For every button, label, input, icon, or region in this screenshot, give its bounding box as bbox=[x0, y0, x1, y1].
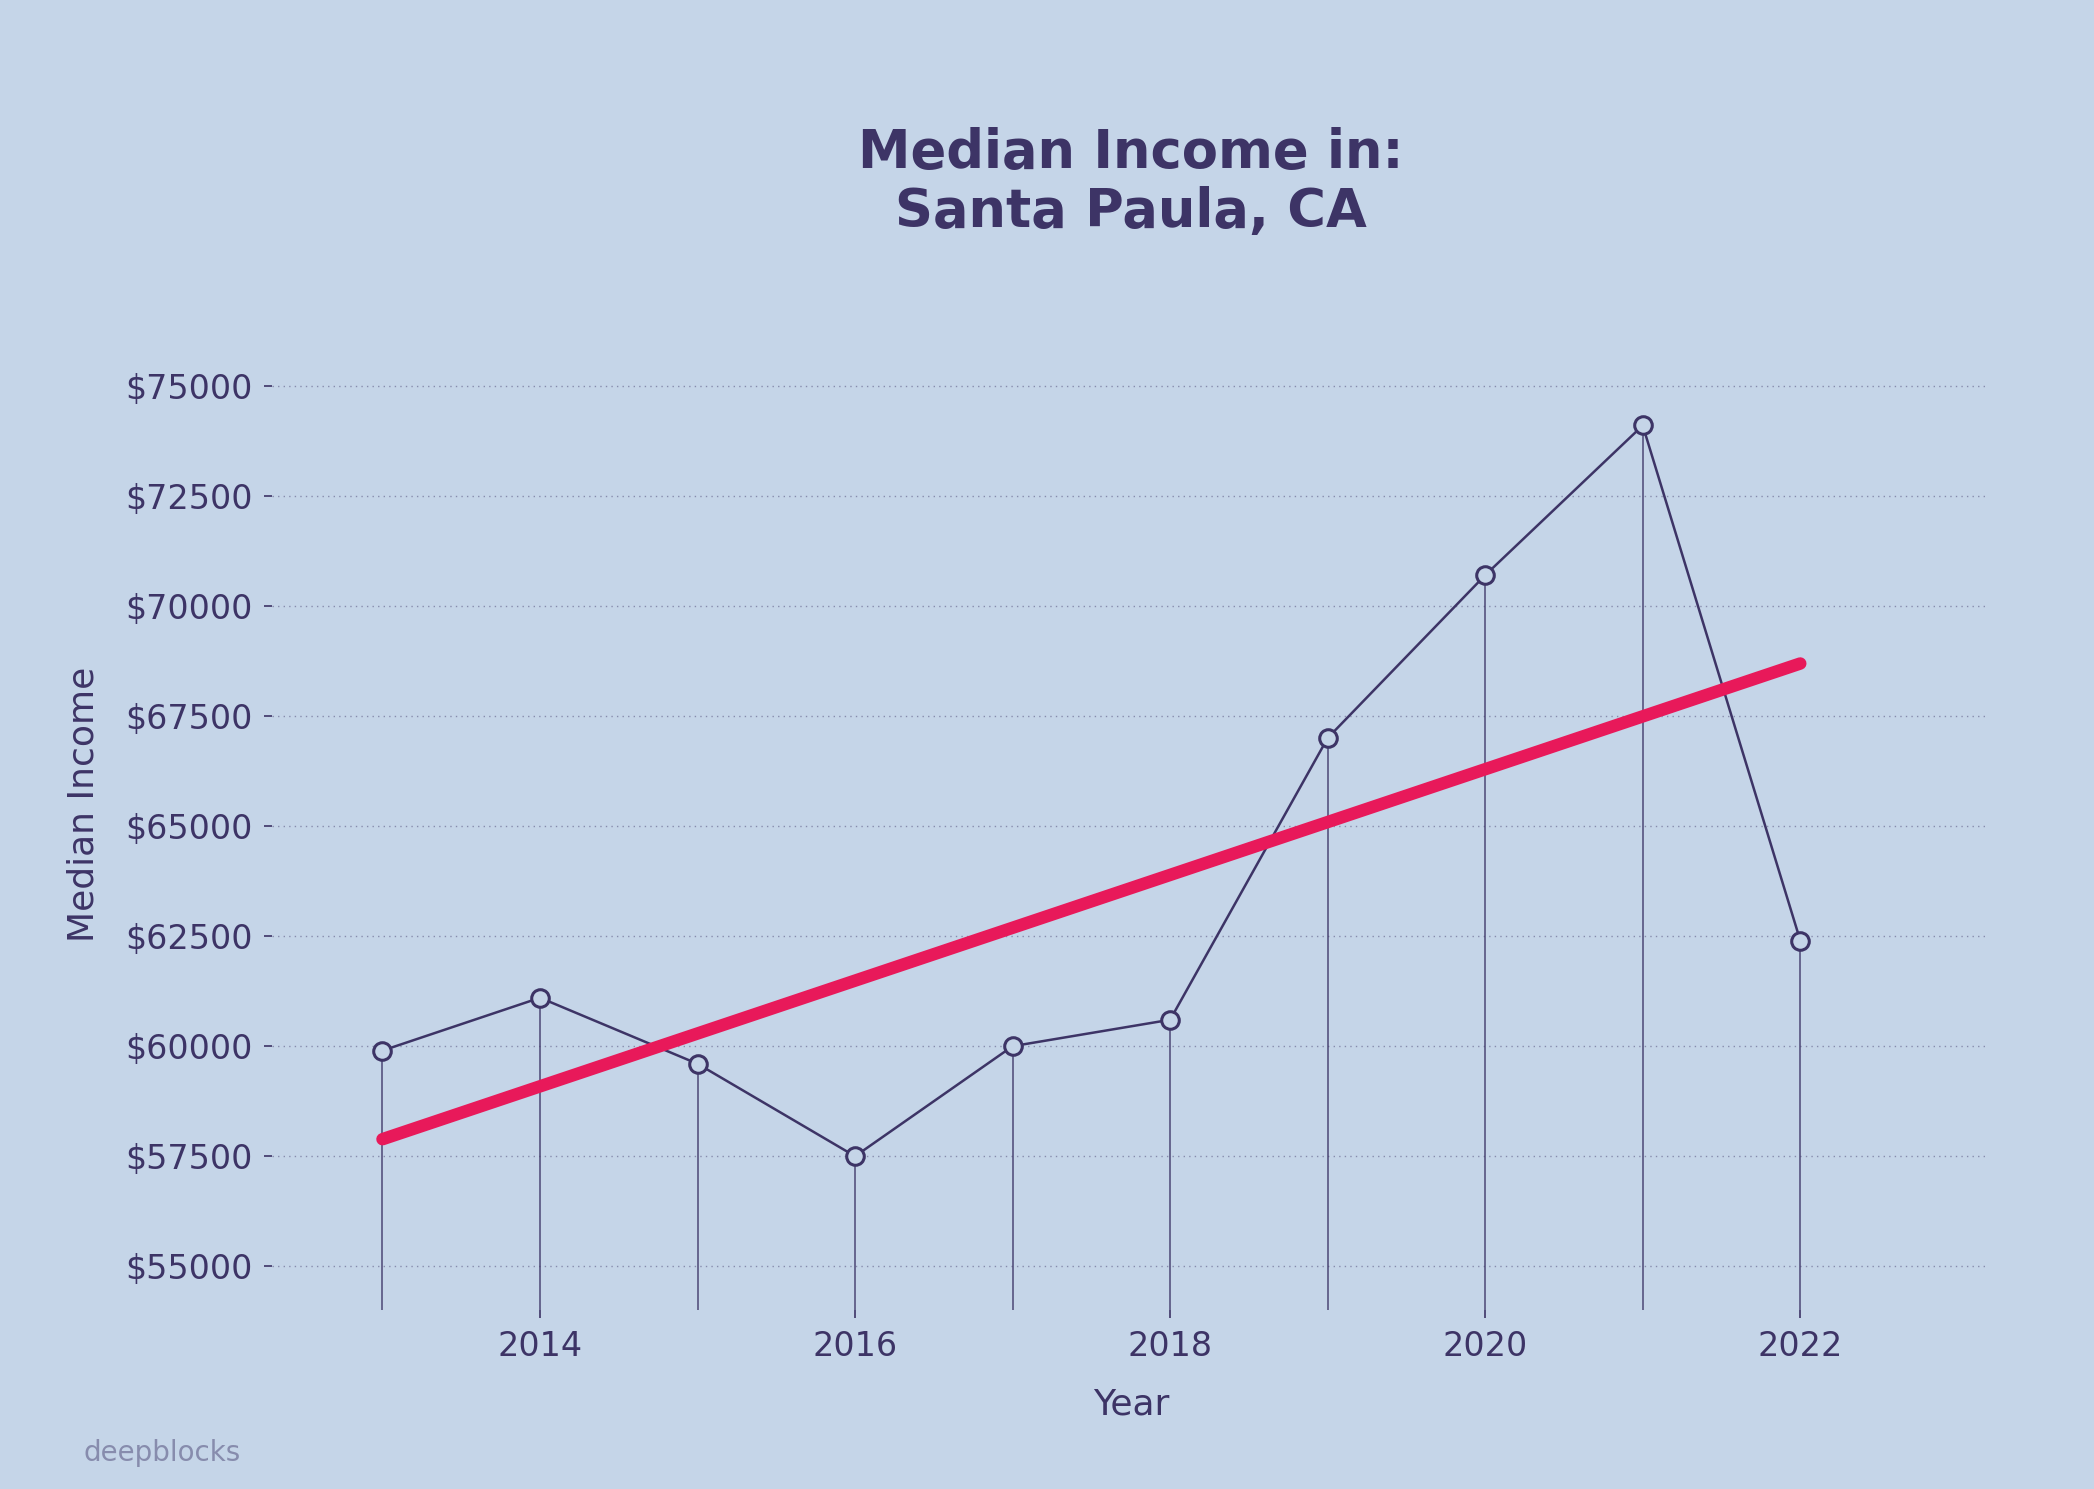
Point bbox=[1784, 929, 1818, 953]
Y-axis label: Median Income: Median Income bbox=[67, 667, 101, 941]
Text: Median Income in:: Median Income in: bbox=[859, 127, 1403, 179]
Point bbox=[366, 1039, 400, 1063]
Text: Santa Paula, CA: Santa Paula, CA bbox=[894, 186, 1367, 238]
Point bbox=[681, 1051, 714, 1075]
Point bbox=[838, 1145, 871, 1169]
Point bbox=[1311, 727, 1344, 750]
Point bbox=[1625, 414, 1658, 438]
Point bbox=[997, 1035, 1030, 1059]
X-axis label: Year: Year bbox=[1093, 1388, 1168, 1422]
Point bbox=[1154, 1008, 1187, 1032]
Point bbox=[1468, 563, 1501, 587]
Point bbox=[524, 986, 557, 1010]
Text: deepblocks: deepblocks bbox=[84, 1438, 241, 1467]
